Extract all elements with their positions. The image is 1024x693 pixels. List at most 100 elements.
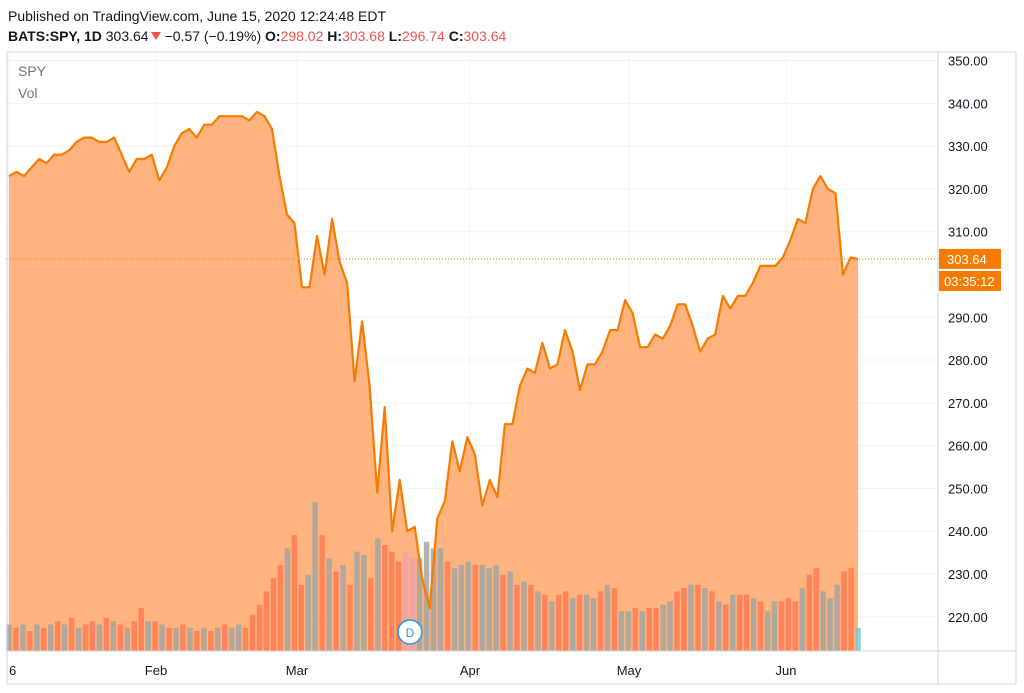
- x-tick-label: Mar: [286, 663, 309, 678]
- volume-bar: [326, 558, 332, 651]
- volume-bar: [319, 535, 325, 651]
- volume-bar: [402, 551, 409, 651]
- volume-bar: [493, 564, 499, 651]
- volume-bar: [298, 584, 304, 651]
- volume-bar: [507, 571, 513, 651]
- volume-bar: [180, 624, 186, 651]
- close-value: 303.64: [463, 28, 507, 44]
- volume-bar: [806, 574, 812, 651]
- high-label: H:: [327, 28, 343, 44]
- x-tick-label: Feb: [145, 663, 167, 678]
- volume-bar: [340, 564, 346, 651]
- volume-bar: [256, 604, 263, 651]
- volume-bar: [222, 624, 228, 651]
- volume-bar: [597, 591, 604, 651]
- volume-bar: [382, 545, 388, 651]
- volume-bar: [716, 601, 722, 651]
- volume-bar: [855, 627, 861, 651]
- volume-bar: [354, 551, 360, 651]
- volume-bar: [841, 571, 847, 651]
- volume-bar: [667, 601, 673, 651]
- volume-bar: [208, 631, 214, 651]
- x-tick-label: Apr: [460, 663, 481, 678]
- volume-bar: [215, 627, 221, 651]
- volume-bar: [375, 538, 381, 651]
- volume-bar: [89, 621, 96, 651]
- volume-bar: [590, 598, 597, 651]
- volume-bar: [848, 568, 854, 651]
- volume-bar: [249, 614, 256, 651]
- volume-bar: [583, 594, 590, 651]
- volume-bar: [347, 584, 353, 651]
- volume-bar: [646, 608, 652, 651]
- volume-bar: [764, 611, 771, 651]
- volume-bar: [27, 631, 33, 651]
- volume-bar: [34, 624, 40, 651]
- volume-bar: [827, 598, 833, 651]
- volume-bar: [465, 561, 471, 651]
- volume-bar: [757, 601, 764, 651]
- legend-volume[interactable]: Vol: [18, 85, 38, 101]
- volume-bar: [61, 624, 68, 651]
- volume-bar: [563, 591, 569, 651]
- price-badge-box: [939, 248, 1001, 269]
- volume-bar: [159, 624, 165, 651]
- dividend-marker-icon: [397, 619, 423, 645]
- volume-bar: [145, 621, 151, 651]
- volume-bar: [535, 591, 541, 651]
- volume-bar: [549, 601, 555, 651]
- y-tick-label: 340.00: [948, 96, 988, 111]
- volume-bar: [75, 627, 82, 651]
- volume-bar: [674, 591, 680, 651]
- legend-symbol[interactable]: SPY: [18, 63, 47, 79]
- volume-bar: [437, 548, 444, 651]
- volume-bar: [242, 627, 249, 651]
- volume-bar: [228, 627, 235, 651]
- volume-bar: [799, 588, 806, 651]
- volume-bar: [521, 581, 527, 651]
- volume-bar: [820, 591, 826, 651]
- volume-bar: [528, 584, 534, 651]
- x-tick-label: 6: [9, 663, 16, 678]
- volume-bar: [305, 574, 311, 651]
- y-tick-label: 220.00: [948, 610, 988, 625]
- volume-bar: [103, 617, 110, 651]
- volume-bar: [472, 564, 478, 651]
- volume-bar: [277, 564, 284, 651]
- volume-bar: [173, 627, 179, 651]
- volume-bar: [479, 564, 485, 651]
- volume-bar: [632, 608, 639, 651]
- volume-bar: [48, 624, 54, 651]
- symbol-label: BATS:SPY, 1D: [8, 28, 102, 44]
- volume-bar: [604, 584, 611, 651]
- volume-bar: [736, 594, 743, 651]
- volume-bar: [500, 574, 506, 651]
- dividend-marker-label: D: [406, 626, 415, 640]
- volume-bar: [542, 594, 548, 651]
- close-label: C:: [448, 28, 464, 44]
- volume-bar: [263, 591, 270, 651]
- volume-bar: [201, 627, 207, 651]
- volume-bar: [556, 594, 562, 651]
- y-tick-label: 290.00: [948, 310, 988, 325]
- volume-bar: [813, 568, 819, 651]
- y-tick-label: 260.00: [948, 439, 988, 454]
- volume-bar: [194, 631, 200, 651]
- volume-bar: [96, 624, 103, 651]
- volume-bar: [20, 624, 26, 651]
- volume-bar: [723, 604, 729, 651]
- volume-bar: [688, 584, 694, 651]
- y-tick-label: 270.00: [948, 396, 988, 411]
- y-tick-label: 250.00: [948, 481, 988, 496]
- volume-bar: [569, 598, 576, 651]
- volume-bar: [291, 535, 298, 651]
- volume-bar: [458, 564, 465, 651]
- volume-bar: [312, 502, 318, 651]
- volume-bar: [55, 621, 61, 651]
- volume-bar: [834, 584, 840, 651]
- volume-bar: [68, 617, 75, 651]
- countdown-badge-label: 03:35:12: [944, 274, 995, 289]
- low-label: L:: [388, 28, 402, 44]
- volume-bar: [409, 558, 416, 651]
